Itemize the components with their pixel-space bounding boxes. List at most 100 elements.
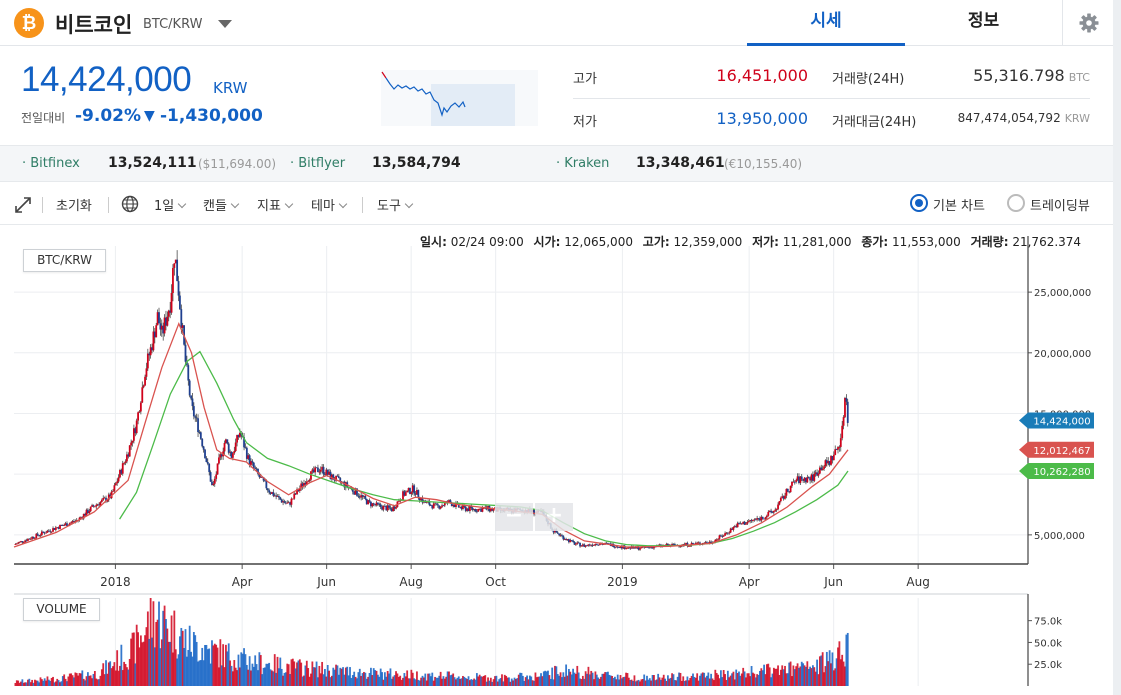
tab-info[interactable]: 정보 <box>967 11 1000 31</box>
basic-chart-label[interactable]: 기본 차트 <box>933 199 985 214</box>
candle-body <box>219 454 222 458</box>
candle-body <box>290 498 293 505</box>
volume-bar <box>496 681 499 686</box>
tradingview-radio[interactable] <box>1007 194 1025 212</box>
candle-body <box>105 497 107 502</box>
price-chart[interactable]: Oct2018AprJunAugOct2019AprJunAug25,000,0… <box>0 226 1113 695</box>
volume-bar <box>587 666 590 686</box>
volume-bar <box>139 635 142 686</box>
volume-bar <box>538 676 541 686</box>
tab-price[interactable]: 시세 <box>747 0 905 46</box>
expand-icon[interactable] <box>15 197 31 213</box>
indicator-dropdown[interactable]: 지표 <box>257 195 294 214</box>
volume-bar <box>219 639 222 686</box>
tradingview-label[interactable]: 트레이딩뷰 <box>1030 199 1090 214</box>
basic-chart-radio[interactable] <box>910 194 928 212</box>
volume-bar <box>474 679 477 686</box>
candle-body <box>234 442 237 452</box>
candle-body <box>54 527 57 530</box>
candle-body <box>195 417 198 419</box>
candle-body <box>174 259 177 264</box>
candle-body <box>438 505 441 509</box>
candle-body <box>53 528 56 530</box>
reset-button[interactable]: 초기화 <box>56 199 92 214</box>
settings-button[interactable] <box>1062 0 1113 46</box>
volume-bar <box>640 679 643 686</box>
volume-bar <box>99 675 102 686</box>
volume-bar <box>120 644 123 686</box>
volume-bar <box>732 671 735 686</box>
exchange-name-bitflyer[interactable]: · Bitflyer <box>290 156 346 171</box>
volume-bar <box>796 663 799 686</box>
volume-bar <box>32 682 35 686</box>
header: ₿ 비트코인 BTC/KRW 시세 정보 <box>0 0 1113 46</box>
volume-bar <box>434 676 436 686</box>
volume-bar <box>540 673 542 686</box>
volume-bar <box>307 668 310 686</box>
volume-bar <box>544 670 547 686</box>
candle-body <box>402 491 404 500</box>
volume-bar <box>46 676 49 686</box>
volume-bar <box>570 674 573 686</box>
volume-bar <box>284 672 287 686</box>
candle-body <box>261 477 264 478</box>
volume-bar <box>605 672 608 686</box>
volume-bar <box>789 661 792 686</box>
volume-bar <box>276 656 279 686</box>
volume-bar <box>301 676 304 686</box>
volume-bar <box>432 680 435 686</box>
candle-body <box>417 490 420 498</box>
volume-bar <box>180 627 183 686</box>
volume-bar <box>618 679 621 686</box>
candle-body <box>443 502 446 506</box>
volume-bar <box>304 665 307 686</box>
volume-bar <box>648 678 651 686</box>
volume-bar <box>95 678 98 686</box>
interval-dropdown[interactable]: 1일 <box>154 195 187 214</box>
candle-body <box>301 483 304 487</box>
candle-body <box>311 469 314 472</box>
volume-bar <box>739 675 742 686</box>
exchange-name-bitfinex[interactable]: · Bitfinex <box>22 156 80 171</box>
candle-body <box>187 365 190 381</box>
candle-body <box>238 432 241 438</box>
theme-dropdown[interactable]: 테마 <box>311 195 348 214</box>
candle-body <box>98 504 100 506</box>
volume-bar <box>230 665 233 686</box>
candle-body <box>272 492 275 496</box>
candle-body <box>85 509 88 516</box>
volume-bar <box>265 663 268 686</box>
candle-body <box>271 492 273 494</box>
volume-bar <box>165 619 167 686</box>
exchange-name-kraken[interactable]: · Kraken <box>556 156 610 171</box>
candle-body <box>559 534 562 536</box>
volume-bar <box>236 670 238 686</box>
volume-bar <box>807 669 810 686</box>
tools-dropdown[interactable]: 도구 <box>377 195 414 214</box>
low-value: 13,950,000 <box>716 109 808 128</box>
coin-pair[interactable]: BTC/KRW <box>143 17 203 32</box>
zoom-in-button[interactable]: + <box>535 503 573 531</box>
candle-body <box>25 540 28 542</box>
volume-bar <box>802 663 805 686</box>
candle-body <box>106 499 109 502</box>
candle-body <box>310 471 312 480</box>
ohlc-date-label: 일시: <box>420 235 447 249</box>
candle-body <box>561 534 563 536</box>
candle-body <box>141 387 144 403</box>
volume-bar <box>151 637 153 686</box>
candle-body <box>318 471 321 473</box>
volume-bar <box>509 681 512 686</box>
candle-body <box>42 531 45 533</box>
volume-bar <box>34 679 36 686</box>
high-value: 16,451,000 <box>716 66 808 85</box>
globe-icon[interactable] <box>121 195 139 213</box>
volume-bar <box>70 673 73 686</box>
volume-bar <box>382 679 385 686</box>
zoom-out-button[interactable]: − <box>495 503 533 531</box>
volume-bar <box>459 678 462 686</box>
volume-bar <box>400 679 403 686</box>
candle-dropdown[interactable]: 캔들 <box>203 195 240 214</box>
candle-body <box>428 501 431 506</box>
pair-dropdown-icon[interactable] <box>218 20 232 28</box>
